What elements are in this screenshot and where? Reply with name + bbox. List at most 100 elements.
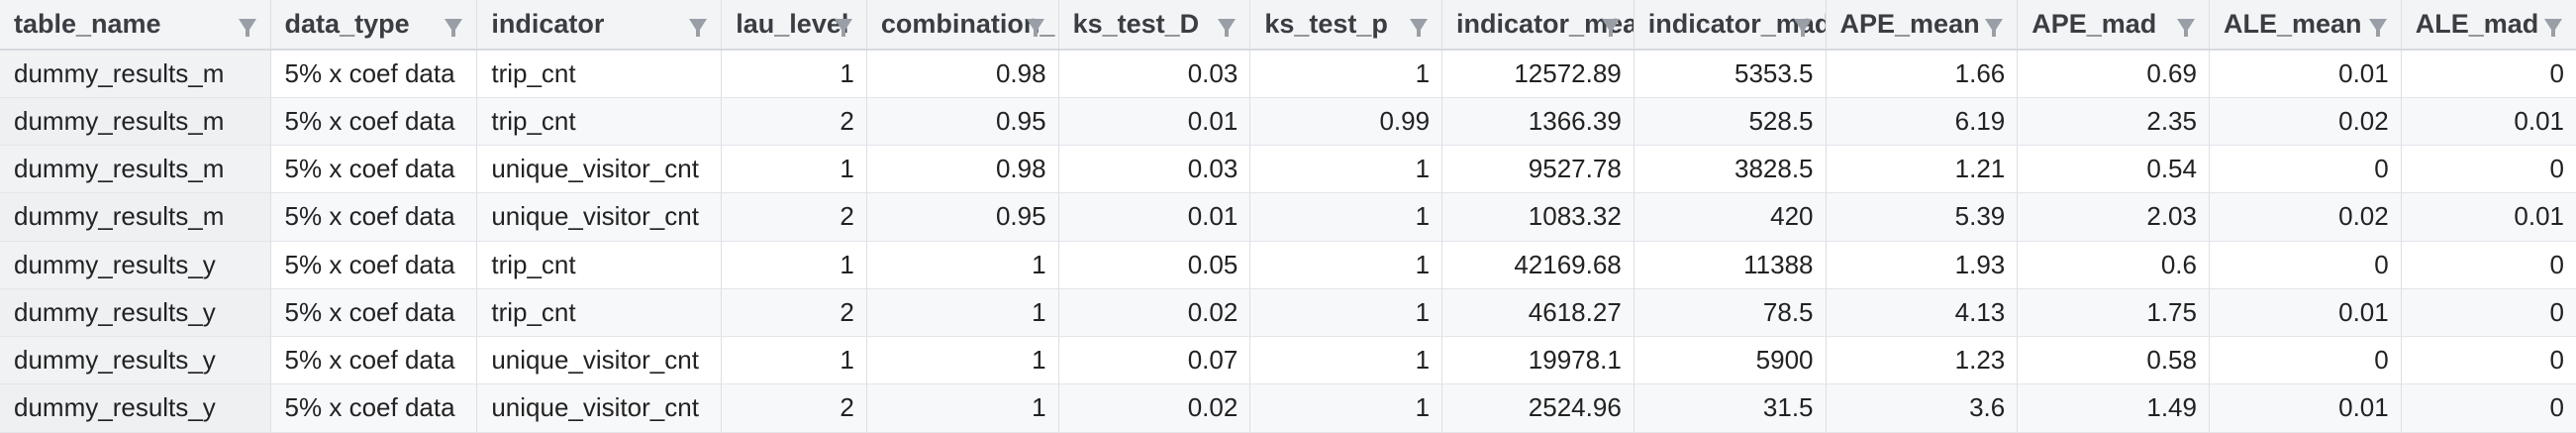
table-cell[interactable]: 5% x coef data (270, 288, 478, 338)
table-cell[interactable]: dummy_results_m (0, 145, 271, 194)
filter-icon[interactable] (1410, 18, 1429, 37)
table-cell[interactable]: trip_cnt (476, 288, 723, 338)
filter-icon[interactable] (238, 18, 256, 37)
table-cell[interactable]: 2.03 (2017, 192, 2210, 242)
table-cell[interactable]: 0.6 (2017, 241, 2210, 289)
table-cell[interactable]: 420 (1634, 192, 1827, 242)
table-cell[interactable]: dummy_results_y (0, 336, 271, 385)
table-cell[interactable]: 3828.5 (1634, 145, 1827, 194)
column-header-indicator-mea[interactable]: indicator_mea (1441, 0, 1635, 51)
filter-icon[interactable] (834, 18, 852, 37)
table-cell[interactable]: 78.5 (1634, 288, 1827, 338)
table-cell[interactable]: 0.01 (2209, 50, 2402, 98)
table-row[interactable]: dummy_results_y 5% x coef data trip_cnt 2 1 0… (0, 288, 2576, 338)
table-cell[interactable]: 1 (1249, 288, 1443, 338)
table-cell[interactable]: 11388 (1634, 241, 1827, 289)
table-cell[interactable]: 1.21 (1826, 145, 2019, 194)
table-cell[interactable]: 0.01 (2209, 288, 2402, 338)
filter-icon[interactable] (1601, 18, 1620, 37)
table-cell[interactable]: 5% x coef data (270, 241, 478, 289)
table-cell[interactable]: 0.99 (1249, 97, 1443, 147)
table-cell[interactable]: 0.98 (866, 50, 1059, 98)
table-cell[interactable]: 12572.89 (1441, 50, 1635, 98)
column-header-table-name[interactable]: table_name (0, 0, 271, 51)
table-cell[interactable]: dummy_results_y (0, 383, 271, 433)
table-cell[interactable]: 0.95 (866, 192, 1059, 242)
table-cell[interactable]: 1 (721, 50, 867, 98)
table-cell[interactable]: 0.07 (1058, 336, 1251, 385)
table-cell[interactable]: 5900 (1634, 336, 1827, 385)
column-header-combination-[interactable]: combination_ (866, 0, 1059, 51)
table-cell[interactable]: 1.49 (2017, 383, 2210, 433)
table-cell[interactable]: 0.69 (2017, 50, 2210, 98)
table-cell[interactable]: 0.95 (866, 97, 1059, 147)
table-cell[interactable]: 1.93 (1826, 241, 2019, 289)
table-cell[interactable]: 1 (1249, 145, 1443, 194)
table-row[interactable]: dummy_results_m 5% x coef data trip_cnt 2 0.… (0, 97, 2576, 147)
column-header-ks-test-p[interactable]: ks_test_p (1249, 0, 1443, 51)
filter-icon[interactable] (1218, 18, 1237, 37)
table-cell[interactable]: 0.01 (2401, 192, 2576, 242)
filter-icon[interactable] (1985, 18, 2004, 37)
table-cell[interactable]: 9527.78 (1441, 145, 1635, 194)
filter-icon[interactable] (1026, 18, 1044, 37)
table-cell[interactable]: 0.01 (1058, 192, 1251, 242)
table-cell[interactable]: 5% x coef data (270, 336, 478, 385)
table-cell[interactable]: 2.35 (2017, 97, 2210, 147)
table-cell[interactable]: 528.5 (1634, 97, 1827, 147)
table-cell[interactable]: 2 (721, 288, 867, 338)
table-cell[interactable]: unique_visitor_cnt (476, 192, 723, 242)
column-header-data-type[interactable]: data_type (270, 0, 478, 51)
table-row[interactable]: dummy_results_m 5% x coef data unique_visi… (0, 192, 2576, 242)
table-cell[interactable]: 4618.27 (1441, 288, 1635, 338)
table-cell[interactable]: 0 (2401, 50, 2576, 98)
table-cell[interactable]: 0.03 (1058, 50, 1251, 98)
table-cell[interactable]: 2 (721, 192, 867, 242)
filter-icon[interactable] (689, 18, 708, 37)
table-row[interactable]: dummy_results_y 5% x coef data unique_visi… (0, 383, 2576, 433)
table-cell[interactable]: 1 (866, 288, 1059, 338)
table-cell[interactable]: 0.01 (1058, 97, 1251, 147)
table-cell[interactable]: 0 (2401, 241, 2576, 289)
table-cell[interactable]: trip_cnt (476, 241, 723, 289)
table-cell[interactable]: 0.98 (866, 145, 1059, 194)
filter-icon[interactable] (2544, 18, 2562, 37)
table-cell[interactable]: 0.02 (1058, 288, 1251, 338)
table-cell[interactable]: 1 (721, 145, 867, 194)
column-header-APE-mad[interactable]: APE_mad (2017, 0, 2210, 51)
table-cell[interactable]: dummy_results_y (0, 241, 271, 289)
table-cell[interactable]: 0.01 (2209, 383, 2402, 433)
table-cell[interactable]: trip_cnt (476, 97, 723, 147)
table-cell[interactable]: 0 (2401, 383, 2576, 433)
filter-icon[interactable] (445, 18, 463, 37)
table-cell[interactable]: 0.02 (2209, 192, 2402, 242)
table-cell[interactable]: 1.23 (1826, 336, 2019, 385)
table-cell[interactable]: 2 (721, 383, 867, 433)
table-row[interactable]: dummy_results_y 5% x coef data unique_visi… (0, 336, 2576, 385)
table-cell[interactable]: dummy_results_y (0, 288, 271, 338)
table-cell[interactable]: unique_visitor_cnt (476, 336, 723, 385)
table-cell[interactable]: 0.01 (2401, 97, 2576, 147)
column-header-lau-level[interactable]: lau_level (721, 0, 867, 51)
column-header-indicator[interactable]: indicator (476, 0, 723, 51)
table-cell[interactable]: 0 (2401, 288, 2576, 338)
table-cell[interactable]: 1 (721, 241, 867, 289)
table-cell[interactable]: 0.02 (1058, 383, 1251, 433)
table-cell[interactable]: trip_cnt (476, 50, 723, 98)
table-cell[interactable]: 0.03 (1058, 145, 1251, 194)
table-cell[interactable]: dummy_results_m (0, 192, 271, 242)
column-header-indicator-mad[interactable]: indicator_mad (1634, 0, 1827, 51)
table-cell[interactable]: dummy_results_m (0, 97, 271, 147)
column-header-ALE-mad[interactable]: ALE_mad (2401, 0, 2576, 51)
table-cell[interactable]: dummy_results_m (0, 50, 271, 98)
table-row[interactable]: dummy_results_m 5% x coef data unique_visi… (0, 145, 2576, 194)
table-cell[interactable]: 1 (866, 241, 1059, 289)
table-cell[interactable]: 42169.68 (1441, 241, 1635, 289)
table-cell[interactable]: 0.58 (2017, 336, 2210, 385)
table-cell[interactable]: 1 (1249, 241, 1443, 289)
table-cell[interactable]: 5% x coef data (270, 97, 478, 147)
table-cell[interactable]: 0.05 (1058, 241, 1251, 289)
table-cell[interactable]: unique_visitor_cnt (476, 145, 723, 194)
table-cell[interactable]: 0 (2401, 336, 2576, 385)
table-cell[interactable]: 5% x coef data (270, 383, 478, 433)
